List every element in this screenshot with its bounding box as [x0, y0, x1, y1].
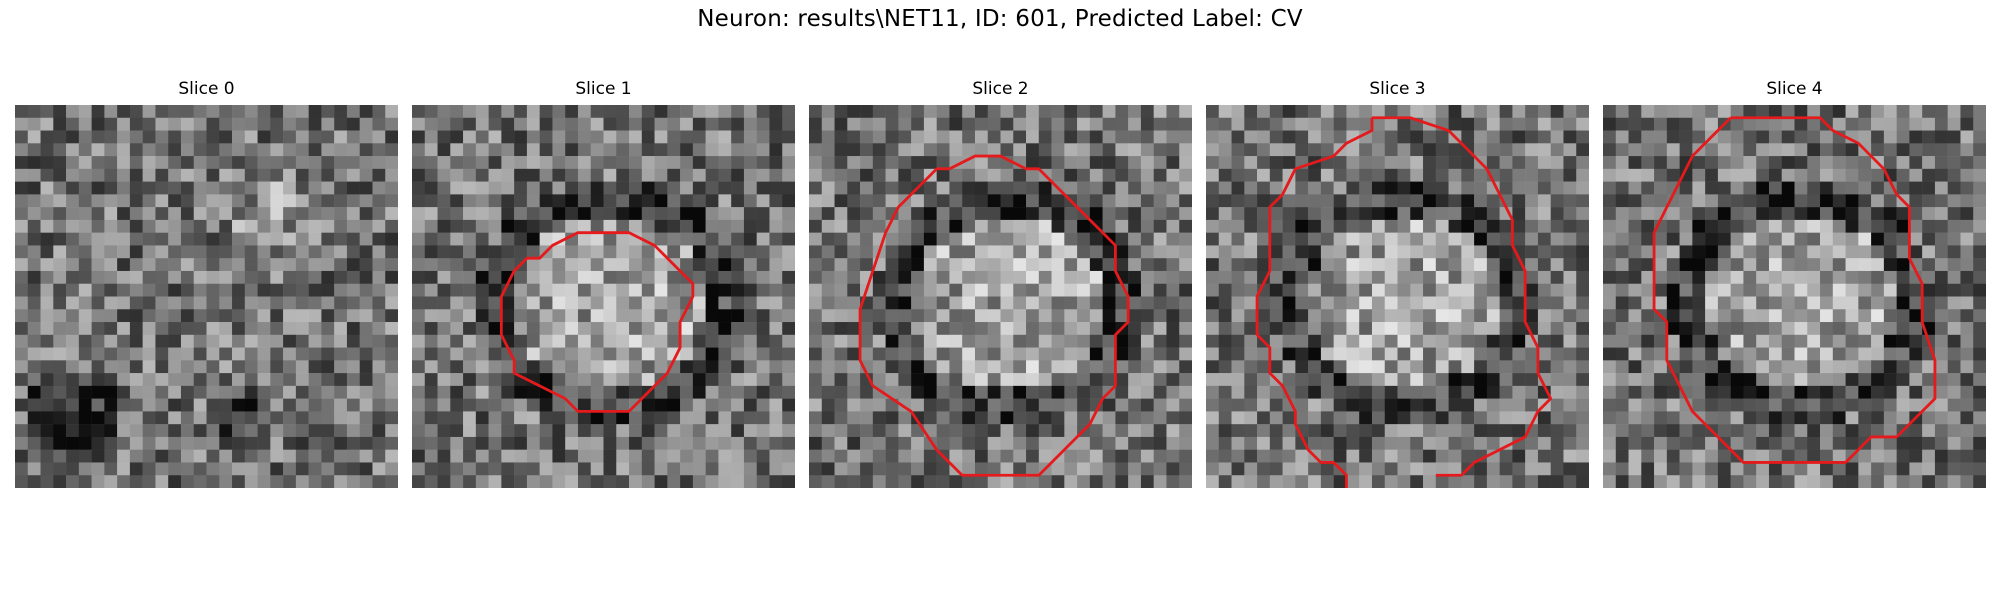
- microscopy-image: [1603, 105, 1986, 488]
- slice-panel-2: Slice 2: [809, 79, 1192, 488]
- microscopy-image: [412, 105, 795, 488]
- segmentation-contour: [499, 231, 695, 413]
- segmentation-contour: [1255, 117, 1374, 488]
- slice-title: Slice 1: [575, 79, 632, 99]
- slice-panel-1: Slice 1: [412, 79, 795, 488]
- microscopy-image: [15, 105, 398, 488]
- microscopy-image: [1206, 105, 1589, 488]
- slice-panel-3: Slice 3: [1206, 79, 1589, 488]
- microscopy-image: [809, 105, 1192, 488]
- image-grid: [1206, 105, 1589, 488]
- slice-title: Slice 3: [1369, 79, 1426, 99]
- segmentation-contour: [858, 154, 1130, 477]
- image-grid: [1603, 105, 1986, 488]
- image-grid: [412, 105, 795, 488]
- segmentation-contour: [1652, 116, 1937, 464]
- slice-title: Slice 0: [178, 79, 235, 99]
- image-grid: [15, 105, 398, 488]
- figure-title: Neuron: results\NET11, ID: 601, Predicte…: [697, 6, 1303, 32]
- segmentation-contour: [1371, 116, 1553, 477]
- slice-title: Slice 2: [972, 79, 1029, 99]
- slice-title: Slice 4: [1766, 79, 1823, 99]
- image-grid: [809, 105, 1192, 488]
- slice-panel-4: Slice 4: [1603, 79, 1986, 488]
- slice-panel-0: Slice 0: [15, 79, 398, 488]
